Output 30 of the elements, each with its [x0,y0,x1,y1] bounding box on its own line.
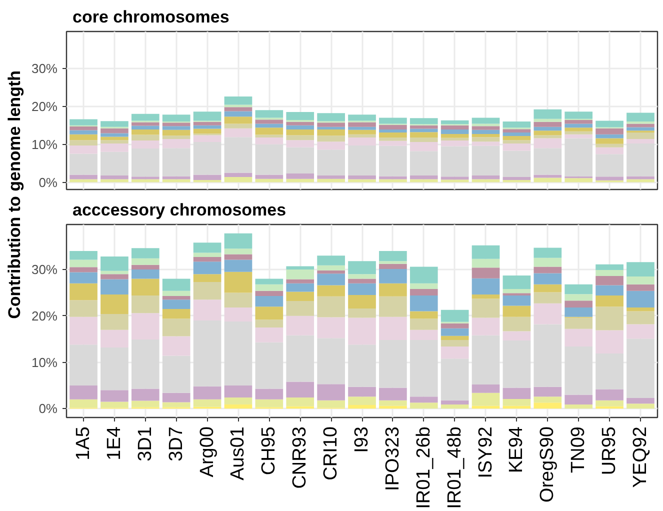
x-tick-label: CH95 [258,426,280,476]
y-tick-label: 20% [31,98,58,114]
x-tick-label: I93 [352,426,372,453]
x-tick-label: Arg00 [196,426,218,478]
y-tick-label: 30% [31,262,58,277]
y-tick-label: 10% [31,136,58,152]
x-tick-label: 1A5 [73,426,94,460]
y-tick-label: 20% [31,308,58,324]
x-tick-label: 3D7 [166,426,187,462]
x-tick-label: Aus01 [228,426,249,480]
x-tick-label: 1E4 [104,426,125,460]
x-tick-label: IR01_26b [413,426,434,509]
x-tick-label: 3D1 [134,426,156,462]
chart-title: acccessory chromosomes [72,200,286,220]
x-tick-label: CRI10 [320,426,342,480]
x-tick-label: OregS90 [537,426,558,503]
x-tick-label: TN09 [568,426,590,473]
y-tick-label: 30% [31,60,58,76]
y-tick-label: 0% [38,174,58,190]
y-tick-label: 0% [38,401,58,416]
chart-title: core chromosomes [72,8,230,26]
y-tick-label: 10% [31,354,58,370]
x-tick-label: YEQ92 [630,426,651,488]
x-tick-label: KE94 [506,426,528,473]
x-tick-label: ISY92 [475,426,496,478]
x-tick-label: IR01_48b [444,426,466,509]
y-axis-title: Contribution to genome length [5,70,24,319]
x-tick-label: UR95 [599,426,620,476]
x-tick-label: IPO323 [382,426,404,491]
x-tick-label: CNR93 [290,426,311,489]
